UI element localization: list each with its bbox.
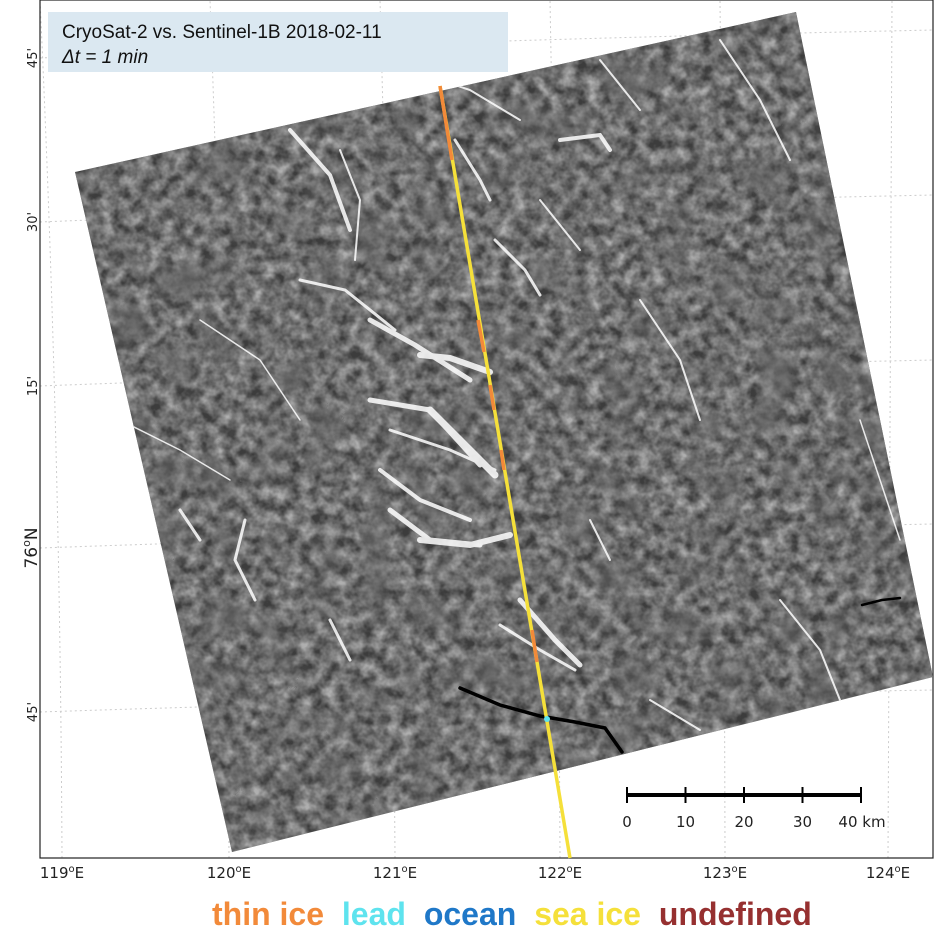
lon-label: 122oE: [538, 864, 582, 882]
scale-bar: 0 10 20 30 40 km: [622, 787, 886, 831]
legend-thin-ice: thin ice: [212, 896, 325, 932]
legend: thin ice lead ocean sea ice undefined: [212, 896, 821, 933]
cryosat-track: [438, 85, 572, 859]
legend-sea-ice: sea ice: [534, 896, 641, 932]
lat-label: 30': [26, 212, 41, 232]
sar-scene: [75, 12, 933, 852]
lon-label: 123oE: [703, 864, 747, 882]
scale-label: 20: [734, 813, 753, 831]
legend-lead: lead: [341, 896, 406, 932]
scale-label: 30: [793, 813, 812, 831]
lat-label: 15': [26, 376, 41, 396]
lon-label: 119oE: [40, 864, 84, 882]
lat-label: 45': [26, 48, 41, 68]
lead-point: [544, 716, 550, 722]
lat-label: 76oN: [20, 527, 42, 568]
time-difference: Δt = 1 min: [62, 47, 149, 68]
lon-label: 120oE: [207, 864, 251, 882]
scale-label: 0: [622, 813, 632, 831]
lon-label: 121oE: [373, 864, 417, 882]
legend-ocean: ocean: [423, 896, 517, 932]
scale-label: 40 km: [838, 813, 885, 831]
lat-label: 45': [26, 702, 41, 722]
title-line: CryoSat-2 vs. Sentinel-1B 2018-02-11: [62, 22, 382, 43]
ice-ridges: [119, 39, 901, 731]
scale-label: 10: [676, 813, 695, 831]
latitude-labels: 45' 30' 15' 76oN 45': [20, 48, 42, 722]
legend-undefined: undefined: [658, 896, 812, 932]
longitude-labels: 119oE 120oE 121oE 122oE 123oE 124oE: [40, 864, 910, 882]
title-box: CryoSat-2 vs. Sentinel-1B 2018-02-11 Δt …: [48, 12, 508, 72]
map-frame: [39, 0, 934, 859]
open-water-leads: [458, 596, 902, 754]
lon-label: 124oE: [866, 864, 910, 882]
